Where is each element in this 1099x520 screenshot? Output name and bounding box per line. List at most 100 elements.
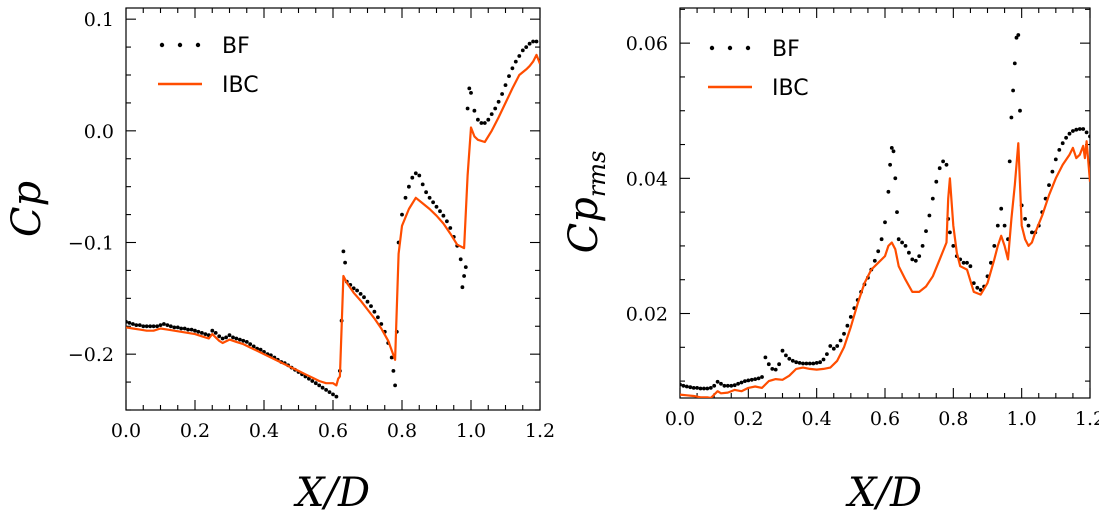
data-point bbox=[379, 322, 384, 326]
data-point bbox=[224, 335, 229, 340]
data-point bbox=[465, 106, 470, 111]
data-point bbox=[688, 385, 693, 390]
data-point bbox=[507, 74, 511, 78]
data-point bbox=[172, 325, 177, 330]
data-point bbox=[995, 223, 1000, 228]
data-point bbox=[210, 328, 215, 333]
data-point bbox=[896, 237, 901, 242]
plot-frame bbox=[125, 7, 541, 411]
data-point bbox=[732, 383, 737, 388]
data-point bbox=[831, 346, 836, 351]
data-point bbox=[814, 361, 819, 365]
data-point bbox=[1060, 141, 1065, 146]
data-point bbox=[213, 331, 218, 335]
data-point bbox=[1077, 127, 1082, 131]
x-tick-label: 0.4 bbox=[802, 408, 832, 430]
data-point bbox=[845, 323, 850, 328]
data-point bbox=[334, 394, 339, 399]
data-point bbox=[165, 323, 170, 327]
data-point bbox=[467, 86, 472, 91]
data-point bbox=[1023, 217, 1027, 221]
data-point bbox=[927, 213, 932, 218]
data-point bbox=[393, 383, 397, 388]
data-point bbox=[879, 237, 884, 242]
data-point bbox=[413, 171, 418, 176]
legend-bf-marker bbox=[709, 45, 715, 51]
data-point bbox=[1071, 129, 1075, 133]
data-point bbox=[920, 244, 925, 248]
data-point bbox=[358, 292, 363, 296]
legend-bf-marker bbox=[745, 45, 751, 51]
data-point bbox=[500, 92, 504, 96]
y-tick-label: 0.02 bbox=[626, 304, 668, 326]
data-point bbox=[891, 149, 896, 154]
legend: BF IBC bbox=[158, 34, 259, 98]
data-point bbox=[517, 54, 522, 58]
data-point bbox=[821, 357, 826, 362]
data-point bbox=[780, 348, 785, 353]
data-point bbox=[438, 209, 442, 214]
series-line-ibc bbox=[126, 53, 540, 387]
data-point bbox=[1009, 115, 1014, 120]
data-point bbox=[681, 383, 686, 388]
data-point bbox=[722, 383, 727, 388]
data-point bbox=[944, 162, 949, 167]
data-point bbox=[794, 360, 799, 365]
x-tick-label: 1.0 bbox=[1007, 408, 1037, 430]
data-point bbox=[417, 173, 422, 178]
data-point bbox=[155, 324, 160, 329]
data-point bbox=[372, 309, 377, 314]
data-point bbox=[1064, 135, 1068, 140]
data-point bbox=[482, 121, 487, 125]
data-point bbox=[913, 258, 918, 263]
data-point bbox=[431, 200, 435, 205]
data-point bbox=[934, 179, 939, 184]
data-point bbox=[531, 39, 535, 44]
data-point bbox=[220, 336, 225, 341]
data-point bbox=[828, 344, 833, 348]
data-point bbox=[736, 381, 740, 386]
data-point bbox=[680, 382, 682, 387]
data-point bbox=[1084, 130, 1089, 135]
data-point bbox=[441, 213, 446, 218]
data-point bbox=[691, 386, 696, 390]
data-point bbox=[968, 264, 973, 269]
data-point bbox=[186, 327, 191, 332]
y-tick-label: 0.04 bbox=[626, 168, 668, 190]
data-point bbox=[725, 383, 730, 388]
x-tick-label: 0.2 bbox=[733, 408, 763, 430]
data-point bbox=[310, 379, 315, 383]
data-point bbox=[131, 322, 135, 326]
data-point bbox=[825, 352, 829, 356]
data-point bbox=[343, 260, 347, 265]
data-point bbox=[463, 265, 468, 269]
legend-ibc-label: IBC bbox=[772, 76, 809, 101]
data-point bbox=[493, 106, 498, 111]
data-point bbox=[524, 45, 529, 49]
data-point bbox=[234, 336, 239, 341]
data-point bbox=[217, 334, 222, 339]
plot-area bbox=[126, 39, 540, 399]
data-point bbox=[848, 315, 853, 319]
data-point bbox=[695, 386, 699, 390]
data-point bbox=[476, 117, 480, 122]
data-point bbox=[930, 196, 935, 201]
x-tick-label: 0.8 bbox=[387, 420, 417, 442]
data-point bbox=[753, 377, 758, 381]
data-point bbox=[320, 385, 325, 390]
data-point bbox=[889, 146, 894, 150]
data-point bbox=[203, 332, 208, 336]
data-point bbox=[807, 361, 812, 366]
data-point bbox=[842, 331, 846, 336]
legend-ibc-label: IBC bbox=[222, 73, 259, 98]
y-tick-label: 0.1 bbox=[84, 9, 114, 31]
data-point bbox=[746, 378, 751, 383]
data-point bbox=[327, 390, 332, 394]
data-point bbox=[137, 323, 142, 327]
data-point bbox=[712, 383, 717, 388]
plot-area bbox=[680, 33, 1090, 398]
y-tick-label: 0.06 bbox=[626, 33, 668, 55]
x-tick-label: 0.2 bbox=[180, 420, 210, 442]
data-point bbox=[420, 182, 425, 187]
data-point bbox=[1016, 33, 1021, 37]
